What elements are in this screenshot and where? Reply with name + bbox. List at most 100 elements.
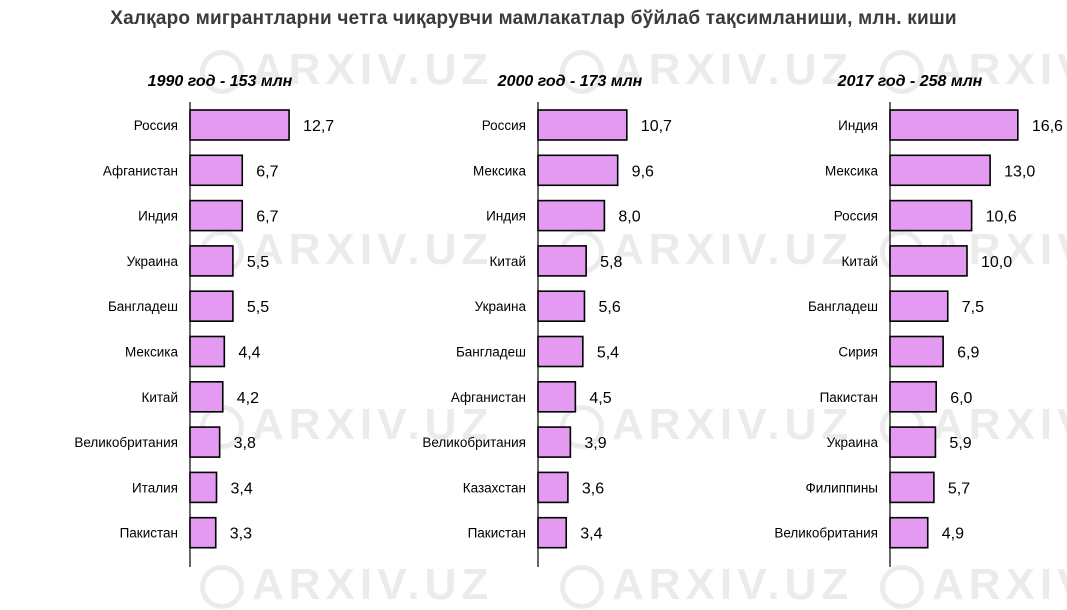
bar (189, 290, 234, 322)
bar (537, 109, 628, 141)
category-label: Пакистан (820, 390, 878, 405)
bar (189, 199, 244, 232)
category-label: Мексика (825, 163, 878, 178)
value-label: 5,5 (247, 299, 269, 316)
value-label: 4,2 (237, 390, 259, 407)
value-label: 10,0 (981, 254, 1012, 271)
category-label: Пакистан (120, 526, 178, 541)
category-label: Бангладеш (108, 299, 178, 314)
value-label: 5,9 (949, 435, 971, 452)
bar (889, 290, 949, 322)
bar (889, 426, 937, 458)
category-label: Россия (482, 118, 526, 133)
category-label: Пакистан (468, 526, 526, 541)
category-label: Бангладеш (456, 345, 526, 360)
page-title: Халқаро мигрантларни четга чиқарувчи мам… (110, 8, 957, 29)
bar (189, 245, 234, 277)
value-label: 6,7 (256, 209, 278, 226)
bar-chart-2017: 2017 год - 258 млн Индия 16,6 Мексика 13,0 Ро… (774, 73, 1063, 567)
value-label: 5,6 (598, 299, 620, 316)
chart-2017: 2017 год - 258 млн Индия 16,6 Мексика 13,0 Ро… (700, 60, 1067, 580)
category-label: Великобритания (74, 435, 178, 450)
bar (889, 154, 991, 187)
watermark: ARXIV.UZ (560, 45, 853, 95)
value-label: 13,0 (1004, 163, 1035, 180)
value-label: 3,9 (584, 435, 606, 452)
category-label: Индия (138, 209, 178, 224)
category-label: Мексика (125, 345, 178, 360)
bar (889, 109, 1019, 141)
bar (889, 245, 968, 277)
watermark: ARXIV.UZ (880, 45, 1067, 95)
value-label: 10,7 (641, 118, 672, 135)
category-label: Индия (838, 118, 878, 133)
category-label: Великобритания (422, 435, 526, 450)
value-label: 4,5 (589, 390, 611, 407)
value-label: 3,6 (582, 480, 604, 497)
chart-title: 2000 год - 173 млн (497, 73, 643, 90)
watermark: ARXIV.UZ (200, 45, 493, 95)
bar-chart-1990: 1990 год - 153 млн Россия 12,7 Афганистан 6,… (74, 73, 334, 567)
category-label: Китай (142, 390, 179, 405)
bar (537, 290, 586, 322)
category-label: Бангладеш (808, 299, 878, 314)
value-label: 5,5 (247, 254, 269, 271)
category-label: Сирия (838, 345, 878, 360)
value-label: 5,7 (948, 480, 970, 497)
bar (189, 154, 244, 187)
bar (537, 471, 569, 504)
category-label: Великобритания (774, 526, 878, 541)
bar (889, 471, 935, 504)
category-label: Китай (842, 254, 879, 269)
value-label: 8,0 (618, 209, 640, 226)
value-label: 10,6 (986, 209, 1017, 226)
bar (189, 426, 221, 458)
value-label: 16,6 (1032, 118, 1063, 135)
value-label: 5,8 (600, 254, 622, 271)
category-label: Филиппины (805, 480, 878, 495)
bar (889, 199, 973, 232)
watermark: ARXIV.UZ (560, 400, 853, 450)
value-label: 6,0 (950, 390, 972, 407)
bar-chart-2000: 2000 год - 173 млн Россия 10,7 Мексика 9,6 Ин… (422, 73, 672, 567)
category-label: Украина (827, 435, 879, 450)
category-label: Италия (132, 480, 178, 495)
value-label: 5,4 (597, 345, 619, 362)
value-label: 3,4 (231, 480, 253, 497)
category-label: Мексика (473, 163, 526, 178)
chart-title: 1990 год - 153 млн (148, 73, 293, 90)
category-label: Китай (490, 254, 527, 269)
category-label: Украина (475, 299, 527, 314)
value-label: 4,4 (238, 345, 260, 362)
category-label: Афганистан (451, 390, 526, 405)
bar (537, 516, 568, 549)
category-label: Индия (486, 209, 526, 224)
chart-1990: 1990 год - 153 млн Россия 12,7 Афганистан 6,… (0, 60, 360, 580)
bar (889, 335, 944, 368)
value-label: 4,9 (942, 526, 964, 543)
value-label: 3,8 (234, 435, 256, 452)
bar (189, 335, 226, 368)
category-label: Афганистан (103, 163, 178, 178)
category-label: Казахстан (463, 480, 526, 495)
bar (537, 335, 584, 368)
chart-title: 2017 год - 258 млн (837, 73, 983, 90)
category-label: Украина (127, 254, 179, 269)
bar (189, 516, 217, 549)
value-label: 12,7 (303, 118, 334, 135)
category-label: Россия (134, 118, 178, 133)
bar (537, 154, 619, 187)
bar (537, 380, 577, 413)
bar (889, 380, 938, 413)
bar (537, 199, 606, 232)
chart-2000: 2000 год - 173 млн Россия 10,7 Мексика 9,6 Ин… (360, 60, 700, 580)
value-label: 6,9 (957, 345, 979, 362)
value-label: 6,7 (256, 163, 278, 180)
bar (189, 471, 218, 504)
bar (189, 380, 224, 413)
value-label: 3,4 (580, 526, 602, 543)
value-label: 7,5 (962, 299, 984, 316)
category-label: Россия (834, 209, 878, 224)
bar (889, 516, 929, 549)
value-label: 3,3 (230, 526, 252, 543)
